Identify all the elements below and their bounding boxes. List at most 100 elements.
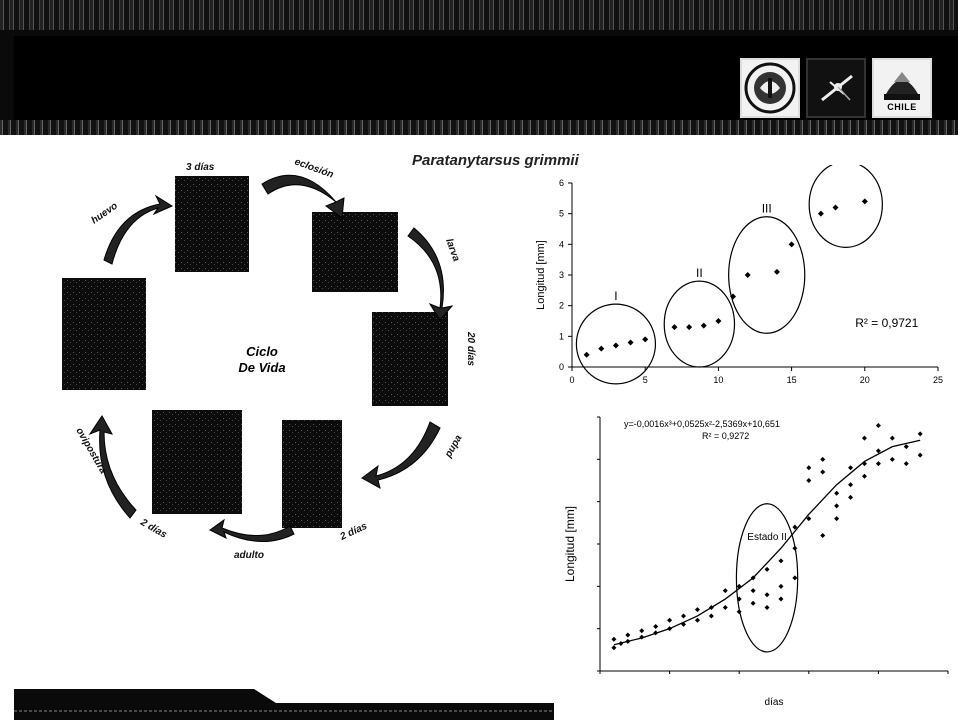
chart1-point (817, 210, 824, 217)
photo-larva-right (372, 312, 448, 406)
chart2-point (778, 558, 784, 564)
chart1-group-ellipse (808, 165, 883, 248)
label-larva: larva (443, 237, 461, 263)
chart1-point (788, 241, 795, 248)
chart1-point (627, 339, 634, 346)
arrow-eclosion (261, 174, 345, 219)
chart2-point (792, 575, 798, 581)
label-2dias-left: 2 días (138, 517, 169, 541)
chart2-stage-ellipse (735, 503, 799, 653)
chart1-point (773, 268, 780, 275)
photo-egg-mass (175, 176, 249, 272)
chart2-point (875, 422, 881, 428)
chart1-group-ellipse (663, 280, 736, 368)
chart1-y-tick-label: 6 (559, 178, 564, 188)
photo-adult (152, 410, 242, 514)
chart2-point (861, 473, 867, 479)
chile-government-logo: CHILE (872, 58, 932, 118)
chart1-point (642, 336, 649, 343)
chart2-point (806, 465, 812, 471)
chart2-point (722, 605, 728, 610)
chart2-point (903, 444, 909, 450)
chart1-point (700, 322, 707, 329)
chart2-point (681, 613, 687, 619)
chart2-point (792, 524, 798, 530)
chart2-point (889, 435, 895, 441)
chart2-point (625, 632, 631, 638)
chart2-point (848, 482, 854, 488)
chart1-group-label: III (762, 202, 772, 216)
chart1-y-tick-label: 5 (559, 209, 564, 219)
chart2-point (611, 636, 617, 642)
chart1-group-label: I (614, 289, 617, 303)
chart1-x-tick-label: 5 (643, 375, 648, 385)
chart1-x-tick-label: 0 (569, 375, 574, 385)
label-huevo: huevo (89, 201, 119, 227)
chart2-point (875, 461, 881, 467)
chart2-x-label: días (765, 697, 784, 708)
label-3dias: 3 días (186, 162, 215, 173)
chart2-point (778, 596, 784, 602)
arrow-larva (407, 227, 454, 321)
chart1-point (715, 318, 722, 324)
header-banner: CHILE (0, 0, 958, 135)
chart1-group-ellipse (575, 303, 657, 385)
chart2-point (639, 628, 645, 634)
insect-icon (806, 58, 866, 118)
chart1-group-label: II (696, 266, 703, 280)
label-20dias: 20 días (465, 331, 476, 366)
chart2-point (750, 600, 756, 606)
chart2-point (694, 617, 700, 623)
chart1-group-ellipse (728, 216, 806, 334)
chart2-point (653, 624, 659, 630)
cycle-center-line2: De Vida (238, 360, 285, 375)
footer-bar (14, 689, 554, 720)
chart2-point (722, 588, 728, 594)
chart2-point (889, 456, 895, 462)
header-noise-bottom (0, 120, 958, 135)
chart1-y-tick-label: 1 (559, 331, 564, 341)
chile-logo-text: CHILE (887, 102, 917, 112)
chart1-point (612, 342, 619, 349)
header-band (14, 36, 958, 120)
chart2-point (820, 469, 826, 475)
chart1-x-tick-label: 15 (787, 375, 797, 385)
chart1-point (583, 351, 590, 358)
university-seal-icon (740, 58, 800, 118)
chart1-y-tick-label: 0 (559, 362, 564, 372)
chart2-equation: y=-0,0016x³+0,0525x²-2,5369x+10,651 (624, 419, 780, 429)
photo-egg-left (62, 278, 146, 390)
chart1-point (686, 324, 693, 331)
chart2-point (820, 533, 826, 539)
chart1-point (671, 324, 678, 331)
chart1-x-tick-label: 20 (860, 375, 870, 385)
chart1-y-label: Longitud [mm] (535, 240, 547, 310)
chart2-point (834, 490, 840, 496)
header-noise-top (0, 0, 958, 30)
chart2-point (611, 645, 617, 651)
chart2-point (834, 516, 840, 522)
chart2-point (778, 583, 784, 589)
photo-larva-top (312, 212, 398, 292)
chart2-point (750, 588, 756, 594)
arrow-ovipostura (88, 415, 137, 519)
chart1-point (861, 198, 868, 205)
chart2-point (875, 448, 881, 454)
chart1-x-tick-label: 10 (713, 375, 723, 385)
chart2-point (834, 503, 840, 509)
chart2-point (861, 435, 867, 441)
label-2dias-right: 2 días (338, 521, 370, 544)
cycle-center-line1: Ciclo (246, 344, 278, 359)
chart2-point (667, 617, 673, 623)
chart1-r2-annotation: R² = 0,9721 (855, 316, 918, 330)
chart2-r2: R² = 0,9272 (702, 431, 749, 441)
chart1-y-tick-label: 2 (559, 301, 564, 311)
chart2-point (848, 465, 854, 471)
arrow-huevo (103, 194, 174, 265)
chart2-point (806, 478, 812, 483)
chart2-point (917, 431, 923, 437)
arrow-adult (209, 518, 295, 543)
chart1-point (744, 272, 751, 278)
chart2-y-label: Longitud [mm] (563, 506, 577, 582)
